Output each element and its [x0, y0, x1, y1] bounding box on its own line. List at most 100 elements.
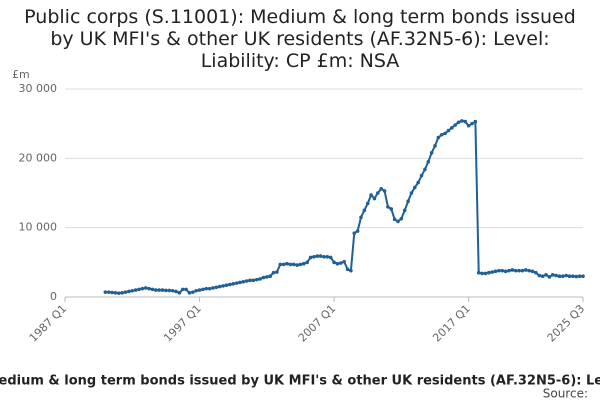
data-point: [325, 254, 330, 259]
data-point: [473, 119, 478, 124]
data-point: [170, 288, 175, 293]
data-point: [147, 286, 151, 291]
data-point: [513, 268, 518, 273]
data-point: [453, 123, 457, 127]
data-point: [433, 144, 437, 148]
data-point: [510, 268, 515, 272]
data-point: [231, 282, 235, 286]
data-point: [197, 288, 202, 292]
data-point: [359, 215, 363, 220]
data-point: [127, 289, 131, 294]
data-point: [456, 120, 461, 125]
data-point: [234, 281, 239, 285]
data-point: [413, 185, 417, 190]
data-point: [248, 278, 252, 283]
data-point: [110, 290, 114, 295]
data-point: [207, 286, 212, 291]
data-point: [446, 128, 451, 133]
data-point: [177, 291, 182, 295]
y-tick-label: 30 000: [19, 82, 58, 95]
data-point: [520, 268, 525, 273]
y-tick-label: 0: [50, 290, 57, 303]
data-point: [409, 191, 414, 195]
data-point: [271, 270, 276, 275]
data-point: [228, 282, 232, 287]
data-point: [540, 274, 545, 279]
data-point: [103, 290, 108, 294]
data-point: [487, 270, 491, 275]
data-point: [537, 273, 542, 278]
data-point: [567, 274, 572, 279]
data-point: [315, 254, 320, 258]
data-point: [275, 270, 279, 274]
series-line: [105, 119, 583, 295]
data-point: [470, 121, 474, 126]
data-point: [241, 279, 246, 284]
data-point: [503, 269, 508, 274]
data-point: [308, 255, 313, 260]
data-point: [180, 287, 185, 292]
data-point: [544, 273, 548, 277]
data-point: [483, 271, 488, 276]
data-point: [500, 268, 505, 273]
data-point: [261, 275, 266, 280]
data-point: [113, 291, 118, 295]
data-point: [278, 262, 283, 267]
data-point: [389, 207, 394, 211]
data-point: [476, 270, 481, 275]
x-tick-label: 2017 Q1: [430, 302, 473, 345]
data-point: [258, 277, 262, 281]
data-point: [396, 219, 400, 224]
data-point: [480, 271, 484, 276]
data-point: [497, 268, 501, 273]
data-point: [154, 288, 158, 292]
data-point: [507, 268, 511, 273]
data-point: [547, 275, 552, 279]
data-point: [312, 254, 316, 259]
data-point: [557, 274, 562, 279]
data-point: [305, 260, 309, 265]
data-point: [450, 126, 454, 130]
data-point: [291, 262, 296, 267]
source: Source:: [543, 387, 588, 400]
legend-entry: Public corps (S.11001): Medium & long te…: [0, 374, 600, 389]
data-point: [238, 280, 242, 285]
data-point: [517, 268, 521, 273]
data-point: [426, 160, 431, 164]
data-point: [534, 270, 538, 275]
data-point: [120, 291, 124, 295]
data-point: [406, 199, 410, 204]
data-point: [524, 268, 528, 272]
data-point: [140, 286, 145, 291]
data-point: [335, 261, 340, 266]
data-point: [268, 274, 272, 279]
y-tick-label: 10 000: [19, 221, 58, 234]
data-point: [106, 290, 111, 294]
data-point: [355, 229, 360, 233]
data-point: [322, 254, 326, 259]
data-point: [419, 173, 424, 178]
data-point: [564, 273, 568, 278]
data-point: [160, 288, 165, 292]
data-point: [372, 196, 377, 201]
data-point: [339, 261, 343, 265]
data-point: [443, 131, 447, 136]
data-point: [436, 135, 441, 140]
data-point: [493, 269, 498, 274]
data-point: [204, 286, 209, 291]
x-tick-label: 1987 Q1: [27, 302, 70, 345]
y-tick-label: 20 000: [19, 151, 58, 164]
data-point: [137, 287, 141, 292]
data-point: [281, 262, 286, 267]
data-point: [423, 167, 427, 172]
y-unit: £m: [12, 68, 30, 81]
data-point: [164, 288, 168, 293]
data-point: [285, 261, 289, 266]
data-point: [362, 208, 367, 213]
data-point: [466, 123, 471, 128]
data-point: [460, 119, 464, 123]
data-point: [463, 119, 468, 124]
data-point: [211, 286, 215, 290]
